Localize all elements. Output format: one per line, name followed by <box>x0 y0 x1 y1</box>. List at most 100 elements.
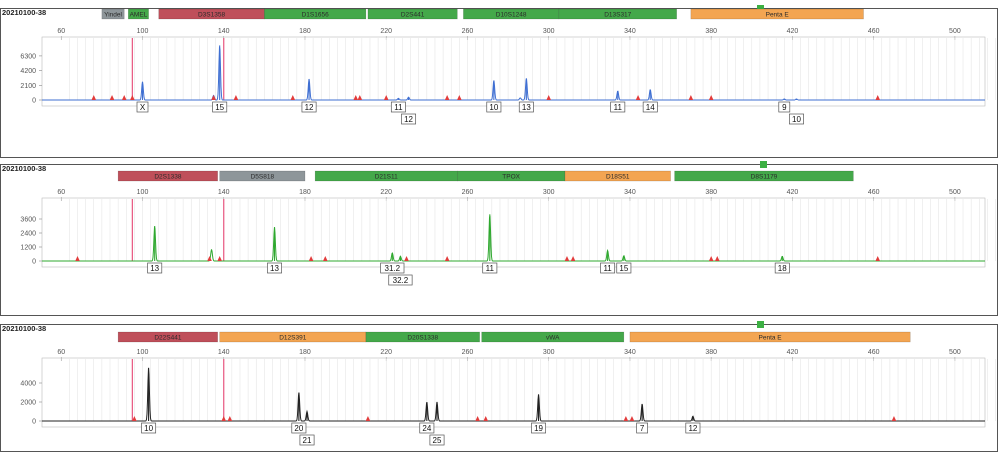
artifact-marker <box>570 256 576 261</box>
allele-call-box[interactable] <box>380 262 405 274</box>
allele-call-box[interactable] <box>486 101 502 113</box>
x-tick-label: 60 <box>57 189 65 196</box>
allele-call-box[interactable] <box>642 101 658 113</box>
allele-call-label: 11 <box>614 103 623 112</box>
plot-area <box>41 36 986 107</box>
locus-bar[interactable] <box>365 331 480 343</box>
x-tick-label: 500 <box>949 28 961 35</box>
electropherogram-panel-2: 20210100-38 D2S1338 D5S818 D21S11 TPOX D18S51… <box>0 161 998 316</box>
artifact-marker <box>91 95 97 100</box>
allele-call-label: 10 <box>144 424 153 433</box>
artifact-marker <box>623 416 629 421</box>
allele-call-box[interactable] <box>616 262 632 274</box>
artifact-marker <box>353 95 359 100</box>
locus-label: D12S391 <box>279 335 306 342</box>
artifact-marker <box>290 95 296 100</box>
artifact-marker <box>483 416 489 421</box>
x-tick-label: 220 <box>380 189 392 196</box>
trace-line <box>42 215 985 262</box>
allele-call-box[interactable] <box>291 422 307 434</box>
allele-call-label: 15 <box>619 264 628 273</box>
y-tick-label: 1200 <box>20 245 36 252</box>
artifact-marker <box>211 95 216 100</box>
locus-label: D2S1338 <box>154 174 181 181</box>
artifact-marker <box>217 256 222 261</box>
locus-bar[interactable] <box>219 170 306 182</box>
allele-call-box[interactable] <box>685 422 701 434</box>
allele-call-box[interactable] <box>429 434 445 446</box>
locus-bar[interactable] <box>264 8 367 20</box>
x-tick-label: 220 <box>380 349 392 356</box>
locus-bar[interactable] <box>128 8 149 20</box>
locus-bar[interactable] <box>117 170 218 182</box>
allele-call-box[interactable] <box>136 101 149 113</box>
allele-call-box[interactable] <box>600 262 616 274</box>
x-tick-label: 260 <box>462 349 474 356</box>
locus-bar[interactable] <box>481 331 625 343</box>
x-tick-label: 300 <box>543 189 555 196</box>
allele-call-box[interactable] <box>141 422 157 434</box>
allele-call-box[interactable] <box>518 101 534 113</box>
artifact-marker <box>714 256 720 261</box>
allele-call-box[interactable] <box>482 262 498 274</box>
allele-call-box[interactable] <box>401 113 417 125</box>
artifact-marker <box>546 95 551 100</box>
allele-call-label: 18 <box>778 264 787 273</box>
locus-bar[interactable] <box>629 331 911 343</box>
allele-call-box[interactable] <box>610 101 626 113</box>
artifact-marker <box>207 256 212 261</box>
allele-call-box[interactable] <box>267 262 282 274</box>
allele-call-box[interactable] <box>299 434 315 446</box>
allele-call-label: 20 <box>294 424 303 433</box>
artifact-marker <box>357 95 363 100</box>
allele-call-box[interactable] <box>531 422 546 434</box>
x-tick-label: 60 <box>57 28 65 35</box>
allele-call-box[interactable] <box>419 422 435 434</box>
x-tick-label: 460 <box>868 189 880 196</box>
allele-call-box[interactable] <box>390 101 406 113</box>
artifact-marker <box>564 256 570 261</box>
locus-label: D8S1179 <box>751 174 778 181</box>
locus-bar[interactable] <box>674 170 854 182</box>
locus-label: D22S441 <box>154 335 181 342</box>
artifact-marker <box>109 95 115 100</box>
locus-label: D10S1248 <box>496 12 527 19</box>
allele-call-label: 10 <box>489 103 498 112</box>
x-tick-label: 180 <box>299 28 311 35</box>
allele-call-box[interactable] <box>388 274 413 286</box>
allele-call-box[interactable] <box>636 422 648 434</box>
locus-bar[interactable] <box>117 331 218 343</box>
locus-bar[interactable] <box>558 8 677 20</box>
allele-call-box[interactable] <box>301 101 317 113</box>
x-tick-label: 260 <box>462 189 474 196</box>
locus-bar[interactable] <box>219 331 367 343</box>
artifact-marker <box>875 256 881 261</box>
locus-label: Penta E <box>766 12 790 19</box>
x-tick-label: 180 <box>299 349 311 356</box>
allele-call-box[interactable] <box>789 113 804 125</box>
x-tick-label: 420 <box>787 349 799 356</box>
artifact-marker <box>475 416 480 421</box>
panel-frame <box>0 8 998 158</box>
artifact-marker <box>221 416 227 421</box>
allele-call-box[interactable] <box>212 101 228 113</box>
locus-bar[interactable] <box>690 8 864 20</box>
y-tick-label: 0 <box>32 419 36 426</box>
allele-call-box[interactable] <box>778 101 791 113</box>
allele-call-label: 12 <box>305 103 314 112</box>
allele-call-label: 11 <box>394 103 403 112</box>
locus-bar[interactable] <box>367 8 458 20</box>
allele-call-label: 11 <box>603 264 612 273</box>
locus-bar[interactable] <box>101 8 125 20</box>
locus-bar[interactable] <box>564 170 671 182</box>
artifact-marker <box>75 256 80 261</box>
locus-label: vWA <box>546 335 560 342</box>
allele-call-box[interactable] <box>147 262 163 274</box>
x-tick-label: 380 <box>705 349 717 356</box>
artifact-marker <box>404 256 409 261</box>
allele-call-box[interactable] <box>774 262 790 274</box>
allele-call-label: 11 <box>486 264 495 273</box>
x-tick-label: 100 <box>137 189 149 196</box>
allele-call-label: 24 <box>422 424 431 433</box>
y-tick-label: 0 <box>32 259 36 266</box>
